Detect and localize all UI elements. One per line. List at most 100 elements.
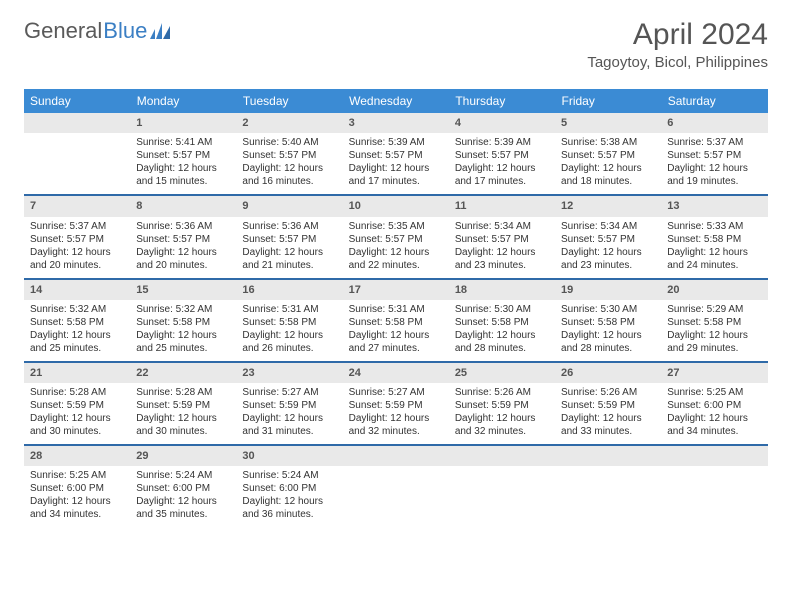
day-number: 11	[449, 196, 555, 216]
day-number: 16	[236, 280, 342, 300]
daylight-text-1: Daylight: 12 hours	[349, 246, 443, 259]
sunrise-text: Sunrise: 5:24 AM	[242, 469, 336, 482]
calendar-day-cell: 10Sunrise: 5:35 AMSunset: 5:57 PMDayligh…	[343, 195, 449, 278]
daylight-text-2: and 20 minutes.	[30, 259, 124, 272]
calendar-day-cell: 20Sunrise: 5:29 AMSunset: 5:58 PMDayligh…	[661, 279, 767, 362]
sunrise-text: Sunrise: 5:40 AM	[242, 136, 336, 149]
sunset-text: Sunset: 6:00 PM	[667, 399, 761, 412]
day-number: 30	[236, 446, 342, 466]
daylight-text-1: Daylight: 12 hours	[349, 162, 443, 175]
calendar-day-cell	[661, 445, 767, 527]
daylight-text-1: Daylight: 12 hours	[30, 246, 124, 259]
sunset-text: Sunset: 5:58 PM	[667, 316, 761, 329]
sunset-text: Sunset: 5:57 PM	[667, 149, 761, 162]
calendar-day-cell: 23Sunrise: 5:27 AMSunset: 5:59 PMDayligh…	[236, 362, 342, 445]
day-number: 10	[343, 196, 449, 216]
sunset-text: Sunset: 5:59 PM	[561, 399, 655, 412]
page-title: April 2024	[587, 18, 768, 52]
sunrise-text: Sunrise: 5:28 AM	[136, 386, 230, 399]
daylight-text-2: and 32 minutes.	[455, 425, 549, 438]
calendar-day-cell: 16Sunrise: 5:31 AMSunset: 5:58 PMDayligh…	[236, 279, 342, 362]
daylight-text-1: Daylight: 12 hours	[667, 162, 761, 175]
daylight-text-2: and 31 minutes.	[242, 425, 336, 438]
daylight-text-1: Daylight: 12 hours	[136, 162, 230, 175]
day-body: Sunrise: 5:26 AMSunset: 5:59 PMDaylight:…	[449, 383, 555, 444]
calendar-day-cell: 28Sunrise: 5:25 AMSunset: 6:00 PMDayligh…	[24, 445, 130, 527]
day-body	[661, 466, 767, 516]
day-body	[24, 133, 130, 183]
daylight-text-2: and 33 minutes.	[561, 425, 655, 438]
day-body: Sunrise: 5:30 AMSunset: 5:58 PMDaylight:…	[449, 300, 555, 361]
day-number	[343, 446, 449, 466]
calendar-day-cell: 4Sunrise: 5:39 AMSunset: 5:57 PMDaylight…	[449, 113, 555, 195]
logo-chart-icon	[150, 23, 170, 39]
calendar-table: SundayMondayTuesdayWednesdayThursdayFrid…	[24, 89, 768, 527]
sunrise-text: Sunrise: 5:27 AM	[349, 386, 443, 399]
calendar-day-cell: 17Sunrise: 5:31 AMSunset: 5:58 PMDayligh…	[343, 279, 449, 362]
daylight-text-1: Daylight: 12 hours	[349, 329, 443, 342]
calendar-day-cell: 24Sunrise: 5:27 AMSunset: 5:59 PMDayligh…	[343, 362, 449, 445]
day-body: Sunrise: 5:30 AMSunset: 5:58 PMDaylight:…	[555, 300, 661, 361]
calendar-day-cell: 7Sunrise: 5:37 AMSunset: 5:57 PMDaylight…	[24, 195, 130, 278]
day-number: 8	[130, 196, 236, 216]
sunrise-text: Sunrise: 5:26 AM	[455, 386, 549, 399]
weekday-header-row: SundayMondayTuesdayWednesdayThursdayFrid…	[24, 89, 768, 113]
calendar-day-cell: 30Sunrise: 5:24 AMSunset: 6:00 PMDayligh…	[236, 445, 342, 527]
daylight-text-1: Daylight: 12 hours	[30, 495, 124, 508]
day-number: 24	[343, 363, 449, 383]
calendar-day-cell: 22Sunrise: 5:28 AMSunset: 5:59 PMDayligh…	[130, 362, 236, 445]
calendar-week-row: 28Sunrise: 5:25 AMSunset: 6:00 PMDayligh…	[24, 445, 768, 527]
title-block: April 2024 Tagoytoy, Bicol, Philippines	[587, 18, 768, 71]
daylight-text-2: and 30 minutes.	[136, 425, 230, 438]
daylight-text-2: and 36 minutes.	[242, 508, 336, 521]
day-body	[449, 466, 555, 516]
day-body: Sunrise: 5:40 AMSunset: 5:57 PMDaylight:…	[236, 133, 342, 194]
daylight-text-1: Daylight: 12 hours	[667, 412, 761, 425]
day-number	[555, 446, 661, 466]
day-number: 2	[236, 113, 342, 133]
daylight-text-1: Daylight: 12 hours	[242, 246, 336, 259]
day-body: Sunrise: 5:28 AMSunset: 5:59 PMDaylight:…	[24, 383, 130, 444]
sunrise-text: Sunrise: 5:34 AM	[561, 220, 655, 233]
sunset-text: Sunset: 5:59 PM	[30, 399, 124, 412]
day-number: 18	[449, 280, 555, 300]
daylight-text-1: Daylight: 12 hours	[561, 162, 655, 175]
daylight-text-1: Daylight: 12 hours	[242, 329, 336, 342]
sunset-text: Sunset: 5:58 PM	[667, 233, 761, 246]
sunset-text: Sunset: 5:57 PM	[561, 233, 655, 246]
sunrise-text: Sunrise: 5:32 AM	[30, 303, 124, 316]
daylight-text-2: and 23 minutes.	[561, 259, 655, 272]
sunrise-text: Sunrise: 5:31 AM	[242, 303, 336, 316]
calendar-day-cell: 12Sunrise: 5:34 AMSunset: 5:57 PMDayligh…	[555, 195, 661, 278]
weekday-header: Sunday	[24, 89, 130, 113]
sunrise-text: Sunrise: 5:37 AM	[667, 136, 761, 149]
calendar-week-row: 1Sunrise: 5:41 AMSunset: 5:57 PMDaylight…	[24, 113, 768, 195]
calendar-day-cell: 8Sunrise: 5:36 AMSunset: 5:57 PMDaylight…	[130, 195, 236, 278]
day-body: Sunrise: 5:38 AMSunset: 5:57 PMDaylight:…	[555, 133, 661, 194]
weekday-header: Monday	[130, 89, 236, 113]
sunset-text: Sunset: 5:58 PM	[136, 316, 230, 329]
sunset-text: Sunset: 5:57 PM	[242, 233, 336, 246]
day-body: Sunrise: 5:33 AMSunset: 5:58 PMDaylight:…	[661, 217, 767, 278]
daylight-text-2: and 34 minutes.	[30, 508, 124, 521]
sunset-text: Sunset: 6:00 PM	[242, 482, 336, 495]
sunrise-text: Sunrise: 5:37 AM	[30, 220, 124, 233]
weekday-header: Tuesday	[236, 89, 342, 113]
weekday-header: Thursday	[449, 89, 555, 113]
day-body: Sunrise: 5:35 AMSunset: 5:57 PMDaylight:…	[343, 217, 449, 278]
daylight-text-2: and 30 minutes.	[30, 425, 124, 438]
sunset-text: Sunset: 5:58 PM	[561, 316, 655, 329]
sunrise-text: Sunrise: 5:39 AM	[455, 136, 549, 149]
daylight-text-2: and 22 minutes.	[349, 259, 443, 272]
day-number: 4	[449, 113, 555, 133]
sunrise-text: Sunrise: 5:30 AM	[561, 303, 655, 316]
daylight-text-1: Daylight: 12 hours	[455, 329, 549, 342]
sunrise-text: Sunrise: 5:26 AM	[561, 386, 655, 399]
calendar-day-cell: 21Sunrise: 5:28 AMSunset: 5:59 PMDayligh…	[24, 362, 130, 445]
sunset-text: Sunset: 5:57 PM	[136, 149, 230, 162]
calendar-day-cell: 3Sunrise: 5:39 AMSunset: 5:57 PMDaylight…	[343, 113, 449, 195]
sunset-text: Sunset: 5:58 PM	[349, 316, 443, 329]
daylight-text-1: Daylight: 12 hours	[242, 162, 336, 175]
header: General Blue April 2024 Tagoytoy, Bicol,…	[0, 0, 792, 81]
daylight-text-1: Daylight: 12 hours	[667, 246, 761, 259]
